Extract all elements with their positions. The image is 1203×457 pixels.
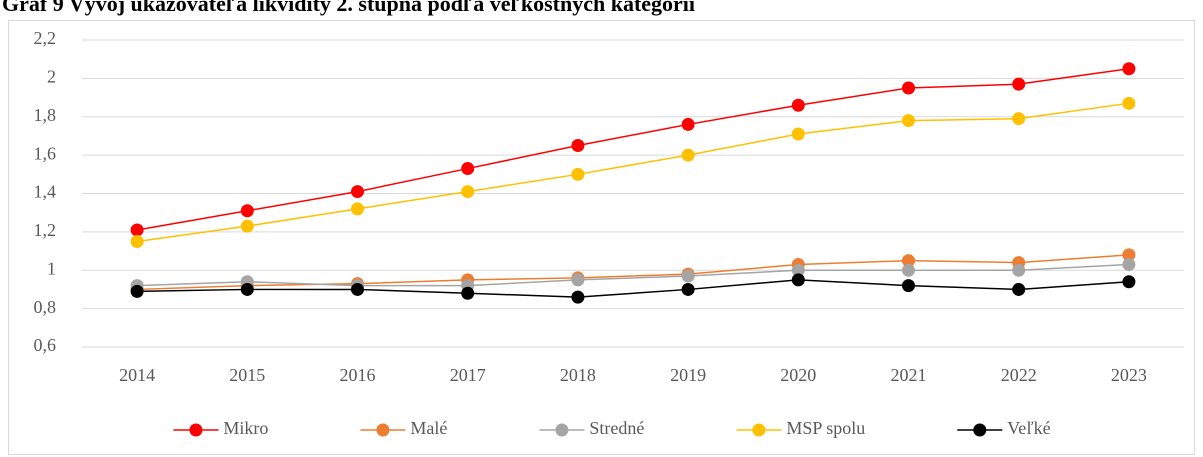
legend-marker: [189, 423, 203, 437]
x-tick-label: 2020: [780, 365, 816, 385]
series-line: [137, 263, 1129, 287]
data-point: [240, 204, 254, 218]
data-point: [240, 219, 254, 233]
data-point: [240, 282, 254, 296]
data-point: [130, 223, 144, 237]
data-point: [351, 282, 364, 296]
data-point: [1012, 263, 1026, 277]
x-tick-label: 2021: [891, 365, 927, 385]
data-point: [130, 284, 144, 298]
x-tick-label: 2018: [560, 365, 596, 385]
data-point: [791, 98, 805, 112]
legend-marker: [376, 423, 390, 437]
data-point: [571, 290, 585, 304]
data-point: [1012, 77, 1026, 91]
data-point: [571, 167, 585, 181]
data-point: [1122, 275, 1136, 289]
legend-label: Veľké: [1007, 418, 1050, 438]
legend-label: MSP spolu: [786, 418, 865, 438]
data-point: [902, 279, 915, 293]
data-point: [1012, 282, 1026, 296]
legend-label: Mikro: [223, 418, 268, 438]
series-line: [137, 279, 1129, 298]
x-tick-label: 2023: [1111, 365, 1147, 385]
chart-title: Graf 9 Vývoj ukazovateľa likvidity 2. st…: [2, 0, 696, 16]
series-line: [137, 254, 1129, 291]
x-tick-label: 2015: [229, 365, 265, 385]
data-point: [461, 162, 475, 176]
data-point: [791, 127, 805, 141]
data-point: [461, 185, 475, 199]
data-point: [902, 114, 915, 128]
x-tick-label: 2017: [450, 365, 486, 385]
y-tick-label: 1,6: [34, 143, 57, 163]
legend-label: Malé: [410, 418, 447, 438]
data-point: [681, 282, 695, 296]
y-tick-label: 1,4: [34, 182, 57, 202]
legend-marker: [973, 423, 987, 437]
data-point: [351, 202, 364, 216]
legend-marker: [752, 423, 766, 437]
data-point: [1122, 96, 1136, 110]
data-point: [791, 263, 805, 277]
data-point: [1122, 257, 1136, 271]
chart-border: [8, 20, 1195, 455]
y-tick-label: 2: [47, 67, 56, 87]
x-tick-label: 2019: [670, 365, 706, 385]
series-line: [136, 68, 1130, 231]
data-point: [130, 234, 144, 248]
data-point: [902, 81, 915, 95]
data-point: [681, 148, 695, 162]
data-point: [902, 254, 915, 268]
data-point: [791, 273, 805, 287]
title-band: [0, 0, 1203, 20]
legend-marker: [555, 423, 569, 437]
x-tick-label: 2016: [340, 365, 376, 385]
y-tick-label: 0,6: [34, 335, 57, 355]
x-tick-label: 2022: [1001, 365, 1037, 385]
data-point: [571, 273, 585, 287]
data-point: [571, 139, 585, 153]
y-tick-label: 1,2: [34, 220, 57, 240]
data-point: [681, 117, 695, 131]
data-point: [1122, 248, 1136, 262]
data-point: [902, 263, 915, 277]
y-tick-label: 1,8: [34, 105, 57, 125]
data-point: [681, 269, 695, 283]
data-point: [461, 286, 475, 300]
y-tick-label: 1: [47, 258, 56, 278]
data-point: [1012, 112, 1026, 126]
data-point: [351, 185, 364, 199]
series-line: [136, 102, 1130, 243]
y-tick-label: 2,2: [34, 28, 57, 48]
y-tick-label: 0,8: [34, 297, 57, 317]
data-point: [1122, 62, 1136, 76]
legend-label: Stredné: [589, 418, 644, 438]
x-tick-label: 2014: [119, 365, 155, 385]
